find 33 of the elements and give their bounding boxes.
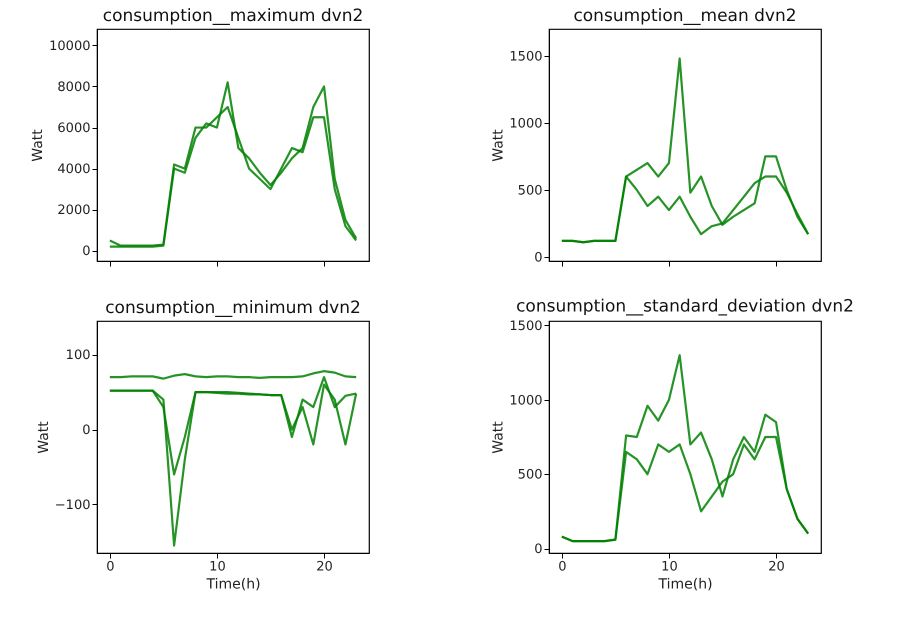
x-tick-label: 0 (558, 560, 566, 574)
x-tick-label: 10 (661, 560, 678, 574)
x-tick-label: 0 (106, 560, 114, 574)
y-tick-label: 0 (534, 250, 542, 266)
y-tick-label: 500 (518, 183, 542, 198)
y-tick-label: 0 (534, 542, 542, 558)
y-axis-title: Watt (490, 128, 506, 162)
y-tick-label: 2000 (57, 203, 90, 218)
y-axis-title: Watt (36, 420, 52, 454)
y-tick-label: 500 (518, 468, 542, 483)
y-tick-label: 1000 (509, 393, 542, 408)
y-tick-label: −100 (54, 498, 90, 513)
y-tick-label: 1000 (509, 116, 542, 132)
y-tick-label: 6000 (57, 121, 90, 136)
chart-title: consumption__minimum dvn2 (105, 298, 361, 318)
y-tick-label: 8000 (57, 80, 90, 95)
chart-title: consumption__maximum dvn2 (102, 6, 364, 26)
y-axis-title: Watt (490, 420, 506, 454)
x-axis-title: Time(h) (657, 576, 713, 592)
y-tick-label: 1500 (509, 49, 542, 64)
y-tick-label: 100 (66, 348, 90, 364)
x-tick-label: 10 (209, 560, 226, 574)
chart-title: consumption__mean dvn2 (573, 6, 797, 26)
x-axis-title: Time(h) (205, 576, 261, 592)
chart-title: consumption__standard_deviation dvn2 (516, 296, 854, 316)
y-tick-label: 0 (82, 244, 90, 260)
y-axis-title: Watt (30, 128, 46, 162)
y-tick-label: 0 (82, 423, 90, 438)
x-tick-label: 20 (316, 560, 333, 574)
x-tick-label: 20 (768, 560, 785, 574)
y-tick-label: 1500 (509, 318, 542, 334)
y-tick-label: 4000 (57, 162, 90, 178)
y-tick-label: 10000 (49, 38, 90, 54)
